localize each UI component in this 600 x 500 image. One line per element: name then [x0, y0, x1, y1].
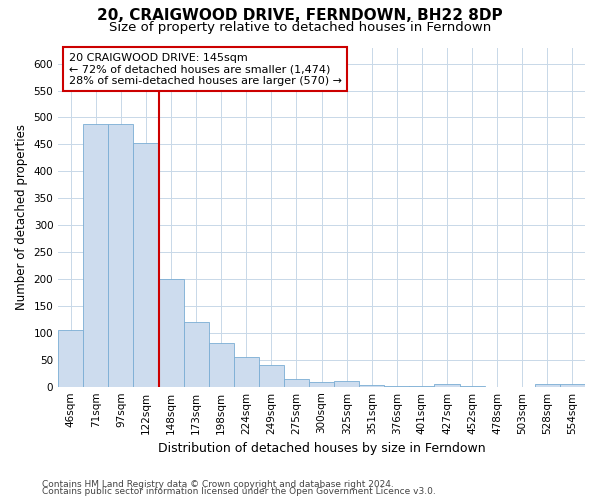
Text: Contains HM Land Registry data © Crown copyright and database right 2024.: Contains HM Land Registry data © Crown c…	[42, 480, 394, 489]
X-axis label: Distribution of detached houses by size in Ferndown: Distribution of detached houses by size …	[158, 442, 485, 455]
Bar	[259, 365, 284, 386]
Bar	[83, 124, 109, 386]
Y-axis label: Number of detached properties: Number of detached properties	[15, 124, 28, 310]
Text: 20, CRAIGWOOD DRIVE, FERNDOWN, BH22 8DP: 20, CRAIGWOOD DRIVE, FERNDOWN, BH22 8DP	[97, 8, 503, 22]
Bar	[334, 381, 359, 386]
Bar	[209, 342, 234, 386]
Text: 20 CRAIGWOOD DRIVE: 145sqm
← 72% of detached houses are smaller (1,474)
28% of s: 20 CRAIGWOOD DRIVE: 145sqm ← 72% of deta…	[69, 52, 342, 86]
Bar	[434, 384, 460, 386]
Bar	[58, 330, 83, 386]
Bar	[284, 379, 309, 386]
Bar	[109, 124, 133, 386]
Text: Contains public sector information licensed under the Open Government Licence v3: Contains public sector information licen…	[42, 487, 436, 496]
Bar	[133, 143, 158, 386]
Bar	[359, 385, 385, 386]
Bar	[560, 384, 585, 386]
Text: Size of property relative to detached houses in Ferndown: Size of property relative to detached ho…	[109, 21, 491, 34]
Bar	[309, 382, 334, 386]
Bar	[184, 322, 209, 386]
Bar	[234, 357, 259, 386]
Bar	[535, 384, 560, 386]
Bar	[158, 279, 184, 386]
